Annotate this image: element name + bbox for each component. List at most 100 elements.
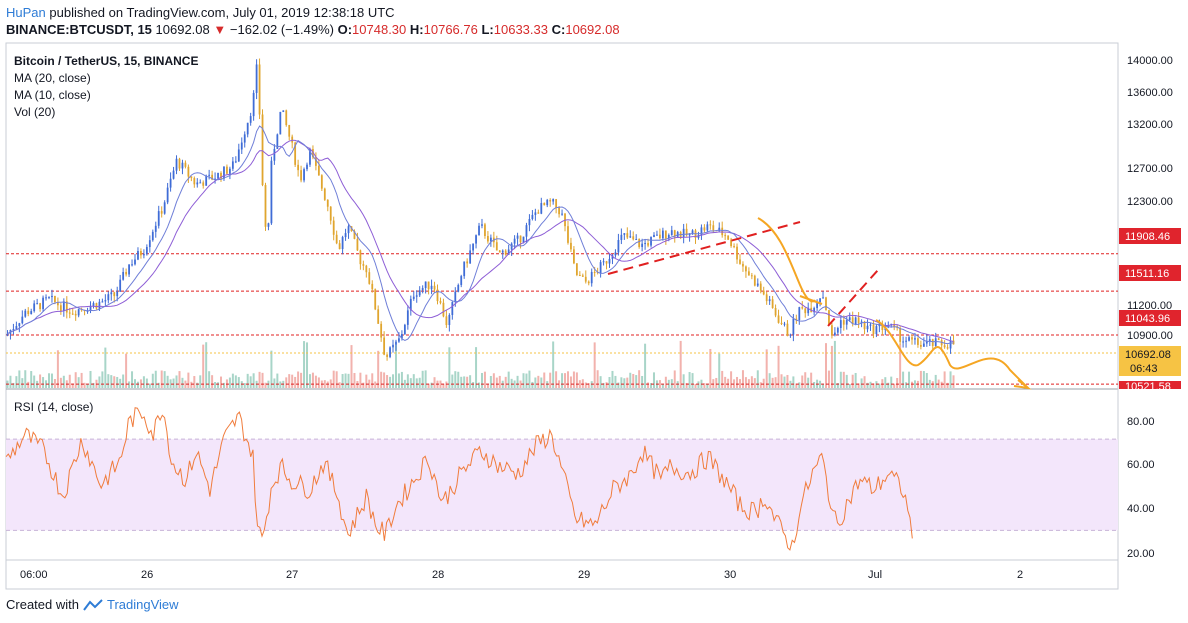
candle-body: [255, 64, 258, 93]
volume-bar: [893, 383, 896, 388]
volume-bar: [635, 375, 638, 388]
volume-bar: [792, 376, 795, 388]
candle-body: [656, 234, 658, 236]
candle-body: [89, 306, 92, 311]
candle-body: [371, 283, 374, 290]
candle-body: [226, 166, 228, 174]
volume-bar: [483, 371, 486, 388]
candle-body: [246, 122, 249, 135]
candle-body: [831, 325, 833, 336]
volume-bar: [148, 383, 151, 388]
forecast-curve-2[interactable]: [875, 319, 1029, 389]
volume-bar: [694, 383, 697, 388]
candle-body: [54, 295, 56, 303]
forecast-arrow-1[interactable]: [799, 295, 823, 305]
candle-body: [549, 199, 552, 202]
candle-body: [282, 110, 285, 112]
volume-bar: [756, 370, 759, 388]
level-tag: 11511.16: [1119, 265, 1181, 281]
vol-legend[interactable]: Vol (20): [14, 105, 55, 119]
volume-bar: [620, 377, 623, 388]
candle-body: [519, 235, 522, 243]
candle-body: [733, 246, 735, 248]
volume-bar: [424, 370, 427, 388]
trendline-drawing[interactable]: [607, 221, 801, 275]
volume-bar: [98, 376, 101, 388]
volume-bar: [460, 376, 463, 388]
tradingview-brand[interactable]: TradingView: [106, 597, 179, 612]
volume-bar: [33, 375, 36, 388]
volume-bar: [866, 382, 869, 388]
candle-body: [362, 264, 365, 266]
volume-bar: [154, 370, 157, 388]
volume-bar: [279, 381, 282, 388]
candle-body: [925, 340, 928, 344]
candle-body: [703, 227, 706, 231]
candle-body: [881, 323, 884, 330]
candle-body: [401, 334, 403, 339]
candle-body: [712, 225, 715, 231]
volume-bar: [184, 380, 187, 388]
volume-bar: [386, 375, 389, 388]
candle-body: [908, 337, 910, 341]
candle-body: [329, 206, 332, 221]
volume-bar: [641, 375, 644, 388]
ma20-legend[interactable]: MA (20, close): [14, 71, 91, 85]
rsi-legend[interactable]: RSI (14, close): [14, 400, 93, 414]
candle-body: [709, 224, 712, 226]
series-title[interactable]: Bitcoin / TetherUS, 15, BINANCE: [14, 54, 198, 68]
candle-body: [332, 220, 335, 235]
ma10-legend[interactable]: MA (10, close): [14, 88, 91, 102]
candle-body: [45, 297, 47, 299]
rsi-tick: 40.00: [1127, 503, 1155, 515]
volume-bar: [860, 378, 863, 388]
candle-body: [392, 344, 394, 348]
volume-bar: [623, 378, 626, 388]
candle-body: [807, 307, 810, 314]
candle-body: [288, 125, 291, 137]
volume-bar: [697, 381, 700, 388]
candle-body: [481, 224, 483, 226]
candle-body: [406, 310, 409, 325]
volume-bar: [270, 350, 273, 388]
volume-bar: [605, 382, 608, 388]
candle-body: [74, 313, 77, 316]
volume-bar: [584, 382, 587, 388]
high-value: 10766.76: [423, 22, 478, 37]
candle-body: [122, 271, 125, 280]
author-name[interactable]: HuPan: [6, 5, 46, 20]
level-tag-text: 11043.96: [1125, 313, 1170, 325]
time-tick: 06:00: [20, 569, 48, 581]
candle-body: [614, 252, 617, 256]
candle-body: [234, 161, 237, 163]
volume-bar: [718, 353, 721, 388]
candle-body: [297, 164, 300, 171]
volume-bar: [368, 379, 371, 388]
volume-bar: [252, 373, 255, 388]
candle-body: [125, 271, 128, 275]
candle-body: [338, 243, 341, 250]
rsi-tick: 80.00: [1127, 416, 1155, 428]
candle-body: [412, 296, 415, 299]
volume-bar: [664, 376, 667, 388]
candle-body: [756, 283, 759, 286]
volume-bar: [258, 371, 261, 388]
volume-bar: [285, 377, 288, 388]
trendline-drawing-2[interactable]: [827, 269, 879, 327]
candle-body: [914, 338, 916, 340]
candle-body: [949, 340, 952, 349]
candle-body: [243, 134, 246, 143]
candle-body: [780, 322, 783, 325]
volume-bar: [824, 343, 827, 388]
candle-body: [753, 275, 756, 286]
candle-body: [190, 176, 193, 179]
candle-body: [178, 158, 181, 169]
down-arrow-icon: ▼: [213, 22, 227, 37]
volume-bar: [190, 381, 193, 388]
time-tick: 29: [578, 569, 590, 581]
volume-bar: [738, 379, 741, 388]
candle-body: [71, 313, 74, 315]
candle-body: [403, 324, 406, 335]
candle-body: [157, 211, 160, 226]
